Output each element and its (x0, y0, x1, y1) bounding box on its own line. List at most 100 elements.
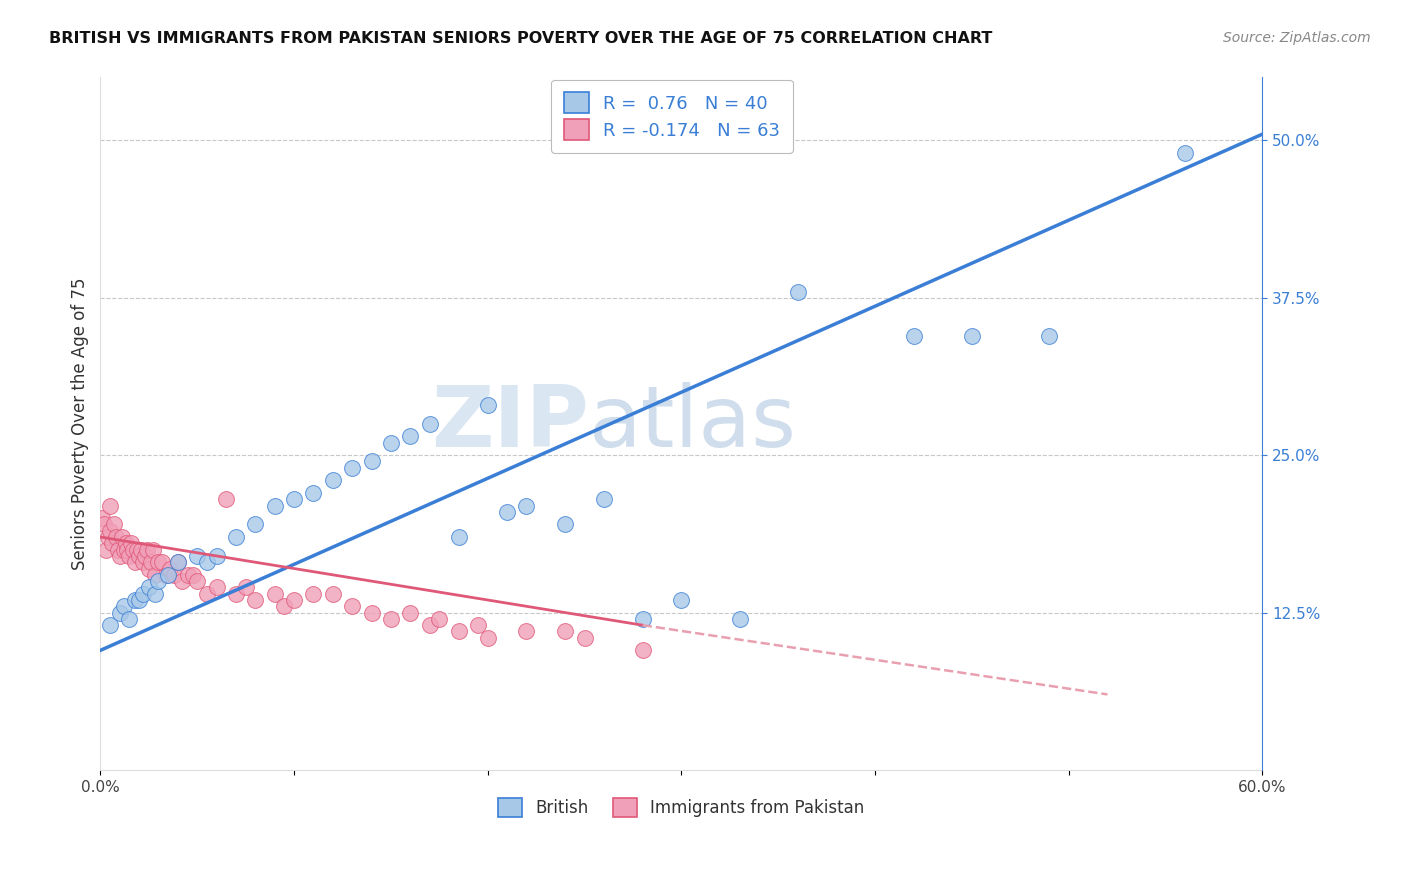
Point (98, 524, 121, 538)
Point (467, 618, 489, 632)
Point (554, 624, 576, 639)
Point (170, 574, 193, 588)
Text: BRITISH VS IMMIGRANTS FROM PAKISTAN SENIORS POVERTY OVER THE AGE OF 75 CORRELATI: BRITISH VS IMMIGRANTS FROM PAKISTAN SENI… (49, 31, 993, 46)
Point (631, 612, 654, 626)
Point (120, 536, 142, 550)
Point (143, 587, 166, 601)
Point (205, 581, 228, 595)
Point (728, 612, 751, 626)
Point (108, 606, 131, 620)
Point (447, 530, 470, 544)
Text: ZIP: ZIP (430, 382, 589, 466)
Point (283, 492, 305, 507)
Point (163, 567, 186, 582)
Point (118, 549, 141, 563)
Point (360, 454, 382, 468)
Point (181, 567, 204, 582)
Point (112, 542, 135, 557)
Point (124, 555, 146, 569)
Point (340, 460, 363, 475)
Point (114, 536, 136, 550)
Point (91, 511, 114, 525)
Point (447, 624, 470, 639)
Point (419, 417, 441, 431)
Point (112, 599, 135, 614)
Point (93, 517, 115, 532)
Point (205, 549, 228, 563)
Point (671, 593, 693, 607)
Point (150, 555, 173, 569)
Point (166, 555, 188, 569)
Point (960, 328, 983, 343)
Point (380, 435, 402, 450)
Point (322, 587, 344, 601)
Point (515, 624, 537, 639)
Point (107, 542, 129, 557)
Point (122, 542, 145, 557)
Point (399, 429, 422, 443)
Point (1038, 328, 1060, 343)
Point (195, 555, 218, 569)
Point (340, 599, 363, 614)
Point (399, 606, 422, 620)
Point (98, 618, 121, 632)
Point (135, 542, 157, 557)
Point (117, 542, 139, 557)
Point (148, 555, 170, 569)
Point (155, 567, 177, 582)
Point (477, 398, 499, 412)
Point (118, 612, 141, 626)
Point (157, 567, 180, 582)
Point (138, 581, 160, 595)
Point (380, 612, 402, 626)
Y-axis label: Seniors Poverty Over the Age of 75: Seniors Poverty Over the Age of 75 (72, 277, 89, 570)
Point (786, 285, 808, 299)
Point (101, 536, 124, 550)
Point (166, 555, 188, 569)
Point (124, 593, 146, 607)
Point (245, 517, 267, 532)
Point (186, 549, 208, 563)
Point (322, 474, 344, 488)
Point (96, 542, 118, 557)
Point (97, 530, 120, 544)
Point (215, 492, 238, 507)
Point (128, 549, 150, 563)
Point (515, 499, 537, 513)
Point (134, 549, 156, 563)
Point (129, 542, 152, 557)
Point (142, 542, 165, 557)
Point (263, 499, 285, 513)
Point (127, 542, 149, 557)
Point (195, 587, 218, 601)
Point (98, 499, 121, 513)
Legend: British, Immigrants from Pakistan: British, Immigrants from Pakistan (492, 791, 870, 824)
Point (128, 593, 150, 607)
Point (477, 631, 499, 645)
Point (574, 631, 596, 645)
Point (138, 561, 160, 575)
Point (302, 486, 325, 500)
Point (148, 574, 170, 588)
Point (132, 587, 155, 601)
Point (903, 328, 925, 343)
Point (104, 530, 127, 544)
Point (631, 643, 654, 657)
Point (108, 549, 131, 563)
Point (1174, 146, 1197, 161)
Point (103, 517, 125, 532)
Point (235, 581, 257, 595)
Point (263, 587, 285, 601)
Point (593, 492, 616, 507)
Point (132, 555, 155, 569)
Text: Source: ZipAtlas.com: Source: ZipAtlas.com (1223, 31, 1371, 45)
Point (302, 587, 325, 601)
Point (245, 593, 267, 607)
Point (273, 599, 295, 614)
Point (176, 567, 198, 582)
Point (427, 612, 450, 626)
Point (111, 530, 134, 544)
Point (225, 530, 247, 544)
Point (159, 561, 181, 575)
Point (186, 574, 208, 588)
